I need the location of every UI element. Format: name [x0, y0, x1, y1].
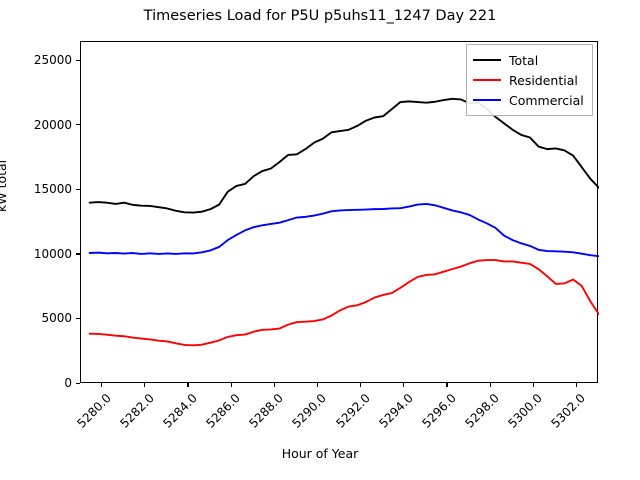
y-tick-label: 15000 [33, 182, 72, 197]
y-tick-label: 10000 [33, 246, 72, 261]
x-tick-label: 5302.0 [548, 391, 589, 431]
plot-area [80, 41, 599, 383]
legend-swatch-total [473, 59, 501, 61]
x-tick-label: 5290.0 [289, 391, 330, 431]
x-tick-label: 5296.0 [419, 391, 459, 431]
legend-item-residential: Residential [473, 70, 584, 90]
legend-swatch-commercial [473, 99, 501, 101]
y-tick-label: 0 [64, 376, 72, 390]
series-lines [88, 97, 599, 347]
legend-label-residential: Residential [509, 72, 578, 88]
x-tick-label: 5282.0 [117, 391, 157, 431]
y-tick-label: 25000 [33, 53, 72, 68]
line-residential [88, 259, 599, 347]
x-tick-label: 5288.0 [246, 391, 287, 431]
x-tick-label: 5294.0 [376, 391, 416, 431]
legend-label-total: Total [509, 52, 539, 68]
x-axis-label: Hour of Year [281, 446, 359, 461]
y-tick-label: 20000 [33, 117, 72, 132]
legend-item-total: Total [473, 50, 584, 70]
y-tick-label: 5000 [41, 311, 72, 326]
legend-label-commercial: Commercial [509, 92, 584, 108]
x-tick-label: 5284.0 [160, 391, 200, 431]
legend: Total Residential Commercial [466, 44, 593, 116]
chart-title: Timeseries Load for P5U p5uhs11_1247 Day… [143, 8, 497, 24]
line-total [88, 97, 599, 214]
x-tick-label: 5280.0 [73, 391, 114, 431]
line-commercial [88, 203, 599, 258]
x-tick-label: 5286.0 [203, 391, 243, 431]
x-tick-label: 5300.0 [505, 391, 546, 431]
legend-item-commercial: Commercial [473, 90, 584, 110]
y-axis-label: kW total [0, 159, 9, 212]
x-tick-label: 5292.0 [332, 391, 373, 431]
x-tick-label: 5298.0 [462, 391, 502, 431]
legend-swatch-residential [473, 79, 501, 81]
